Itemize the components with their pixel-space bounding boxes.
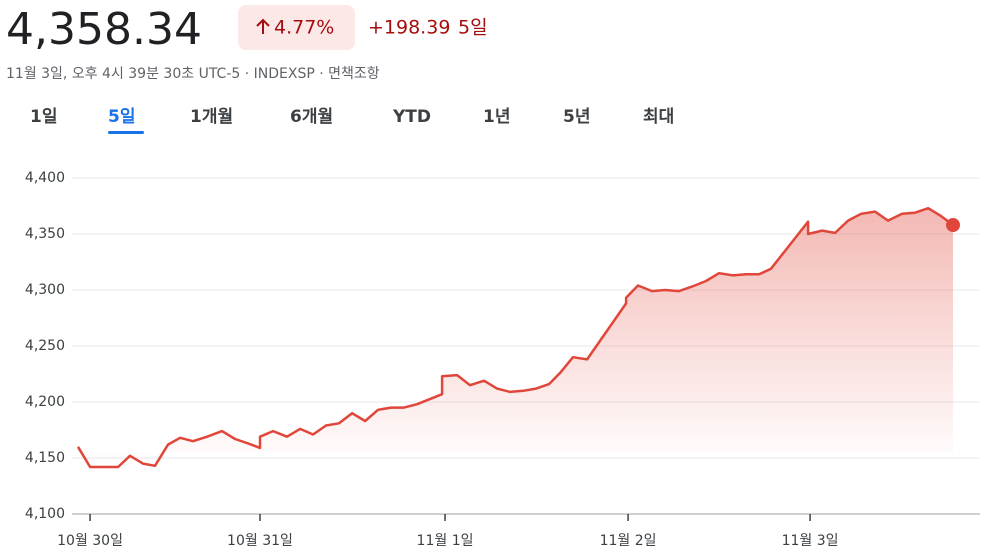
subtitle: 11월 3일, 오후 4시 39분 30초 UTC-5 · INDEXSP · …: [6, 66, 380, 82]
y-tick-label: 4,200: [25, 394, 65, 410]
area-fill: [78, 208, 953, 467]
x-tick-label: 11월 1일: [417, 533, 474, 549]
tab[interactable]: 1년: [483, 107, 510, 127]
change-badge: [238, 5, 355, 50]
tab[interactable]: 6개월: [290, 107, 333, 127]
tab[interactable]: 5년: [563, 107, 590, 127]
x-tick-label: 10월 31일: [227, 533, 293, 549]
y-tick-label: 4,100: [25, 506, 65, 522]
price: 4,358.34: [6, 4, 202, 55]
price-line: [76, 206, 954, 469]
change-period: 5일: [458, 17, 488, 39]
plot: 4,100 4,150 4,200 4,250 4,300 4,350 4,400 10월 3…: [25, 170, 980, 549]
y-tick-label: 4,400: [25, 170, 65, 186]
tab[interactable]: YTD: [392, 107, 431, 127]
x-tick-label: 10월 30일: [57, 533, 123, 549]
x-tick-label: 11월 3일: [782, 533, 839, 549]
change-value: +198.39: [368, 17, 450, 39]
tab[interactable]: 최대: [643, 107, 674, 127]
last-point: [946, 218, 960, 233]
y-tick-label: 4,150: [25, 450, 65, 466]
change-percent: 4.77%: [274, 17, 334, 39]
y-tick-label: 4,300: [25, 282, 65, 298]
tab[interactable]: 5일: [108, 107, 135, 127]
x-tick-label: 11월 2일: [600, 533, 657, 549]
tabs: 1일 5일 1개월 6개월 YTD 1년 5년 최대: [30, 107, 674, 134]
tab[interactable]: 1개월: [190, 107, 233, 127]
tab[interactable]: 1일: [30, 107, 57, 127]
tab-underline: [108, 131, 144, 134]
up-arrow: [256, 18, 270, 34]
y-tick-label: 4,250: [25, 338, 65, 354]
y-tick-label: 4,350: [25, 226, 65, 242]
